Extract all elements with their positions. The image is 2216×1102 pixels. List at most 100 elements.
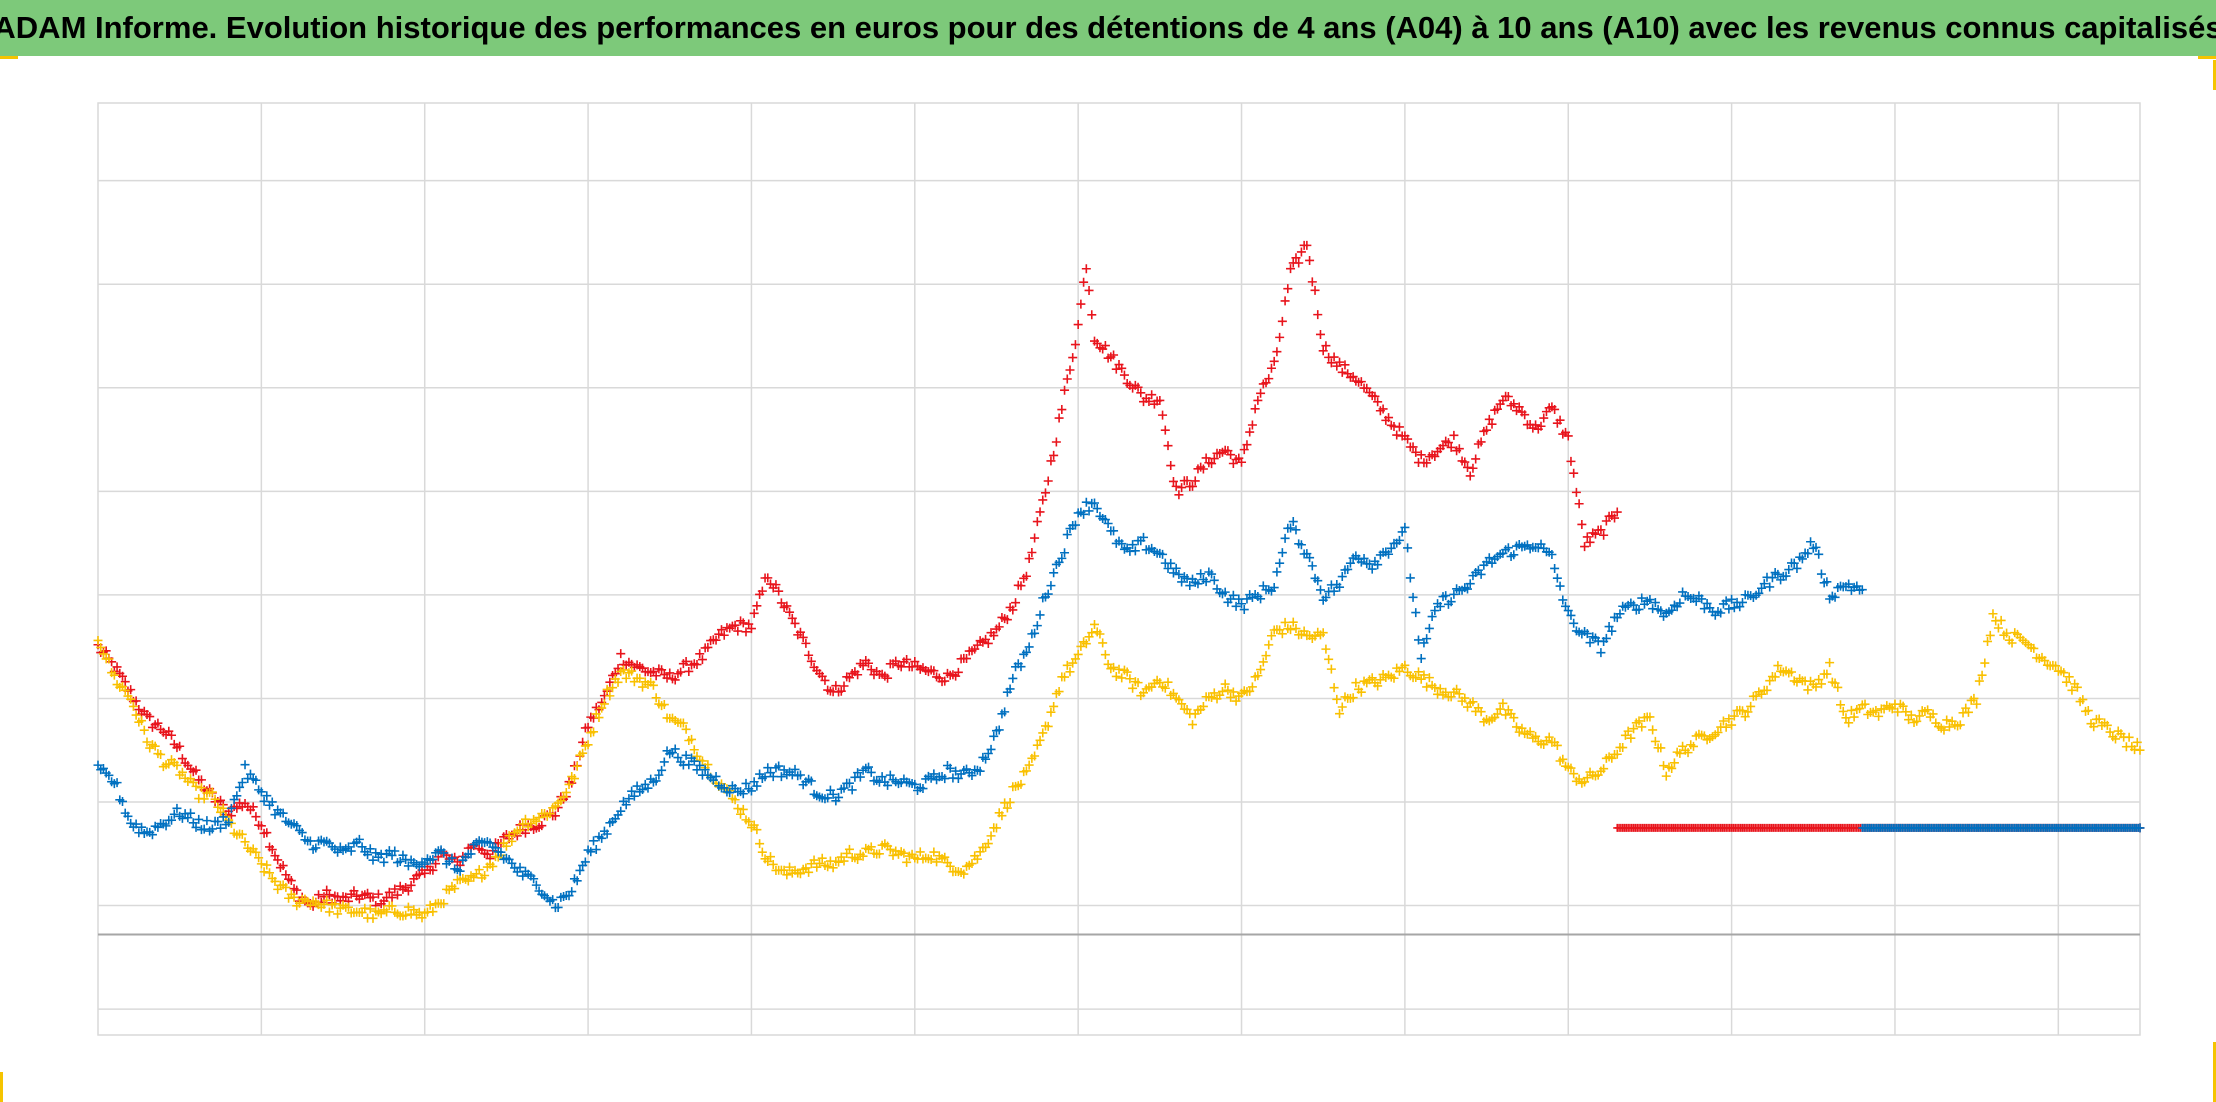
data-marker	[1076, 299, 1086, 309]
data-marker	[782, 870, 792, 880]
data-marker	[806, 776, 816, 786]
data-marker	[804, 867, 814, 877]
data-marker	[553, 902, 563, 912]
data-marker	[265, 868, 275, 878]
data-marker	[806, 656, 816, 666]
data-marker	[1030, 628, 1040, 638]
data-marker	[278, 861, 288, 871]
data-marker	[635, 673, 645, 683]
data-marker	[1005, 684, 1015, 694]
data-marker	[1465, 579, 1475, 589]
data-marker	[251, 775, 261, 785]
data-marker	[885, 844, 895, 854]
data-marker	[1454, 689, 1464, 699]
data-marker	[1550, 563, 1560, 573]
data-marker	[1247, 420, 1257, 430]
data-marker	[1100, 650, 1110, 660]
data-marker	[235, 782, 245, 792]
data-marker	[1291, 525, 1301, 535]
data-marker	[689, 756, 699, 766]
data-marker	[953, 667, 963, 677]
data-marker	[1841, 713, 1851, 723]
data-marker	[1275, 558, 1285, 568]
data-marker	[1008, 605, 1018, 615]
data-marker	[1337, 572, 1347, 582]
data-marker	[137, 716, 147, 726]
data-marker	[1128, 540, 1138, 550]
data-marker	[1090, 498, 1099, 508]
data-marker	[1476, 569, 1486, 579]
data-marker	[1190, 476, 1200, 486]
data-marker	[2132, 737, 2142, 747]
data-marker	[1585, 638, 1595, 648]
data-marker	[1329, 683, 1339, 693]
data-marker	[1618, 743, 1628, 753]
data-marker	[292, 885, 302, 895]
data-marker	[629, 791, 639, 801]
data-marker	[1117, 539, 1127, 549]
data-marker	[1168, 476, 1178, 486]
data-marker	[1430, 683, 1440, 693]
data-marker	[940, 852, 950, 862]
data-marker	[1544, 732, 1554, 742]
data-marker	[763, 763, 773, 773]
data-marker	[1767, 573, 1777, 583]
data-marker	[267, 797, 277, 807]
data-marker	[1256, 388, 1266, 398]
data-marker	[1509, 399, 1519, 409]
data-marker	[1155, 395, 1165, 405]
data-marker	[1566, 610, 1576, 620]
data-marker	[1427, 612, 1437, 622]
data-marker	[1512, 722, 1522, 732]
data-marker	[1217, 686, 1227, 696]
data-marker	[1095, 629, 1105, 639]
data-marker	[112, 662, 122, 672]
data-marker	[1637, 593, 1647, 603]
data-marker	[1697, 594, 1707, 604]
data-marker	[1310, 285, 1320, 295]
data-marker	[1239, 445, 1249, 455]
data-marker	[1746, 701, 1756, 711]
data-marker	[1049, 450, 1059, 460]
data-marker	[515, 862, 525, 872]
data-marker	[1032, 621, 1042, 631]
data-marker	[591, 845, 601, 855]
data-marker	[910, 779, 920, 789]
data-marker	[1838, 706, 1848, 716]
data-marker	[1209, 688, 1219, 698]
data-marker	[1000, 707, 1010, 717]
data-marker	[403, 861, 413, 871]
data-marker	[910, 657, 920, 667]
data-marker	[714, 629, 724, 639]
data-marker	[983, 839, 993, 849]
data-marker	[1468, 463, 1478, 473]
data-marker	[128, 701, 138, 711]
data-marker	[1343, 564, 1353, 574]
data-marker	[1166, 558, 1176, 568]
data-marker	[2072, 682, 2082, 692]
data-marker	[776, 598, 786, 608]
data-marker	[1446, 597, 1456, 607]
data-marker	[131, 819, 141, 829]
data-marker	[1081, 497, 1091, 507]
data-marker	[866, 665, 876, 675]
data-marker	[1313, 310, 1323, 320]
data-marker	[1266, 363, 1276, 373]
data-marker	[262, 791, 272, 801]
data-marker	[1582, 773, 1592, 783]
data-marker	[915, 847, 925, 857]
data-marker	[2135, 745, 2145, 755]
data-marker	[1226, 692, 1236, 702]
data-marker	[240, 837, 250, 847]
data-marker	[1492, 404, 1502, 414]
data-marker	[1816, 569, 1826, 579]
data-marker	[1043, 476, 1053, 486]
data-marker	[1351, 678, 1361, 688]
data-marker	[1460, 693, 1470, 703]
data-marker	[333, 847, 343, 857]
data-marker	[512, 867, 522, 877]
data-marker	[962, 654, 972, 664]
data-marker	[981, 754, 991, 764]
data-marker	[945, 861, 955, 871]
data-marker	[1324, 654, 1334, 664]
